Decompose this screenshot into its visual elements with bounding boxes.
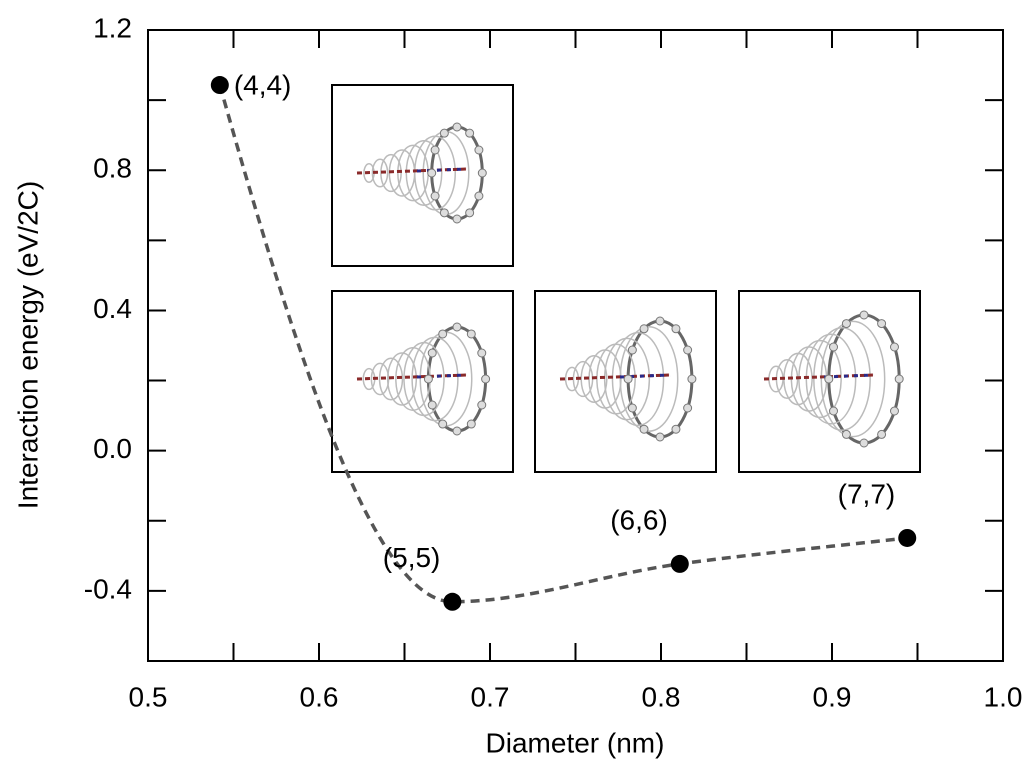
atom bbox=[453, 427, 461, 435]
atom bbox=[842, 430, 850, 438]
y-tick-label: 1.2 bbox=[93, 12, 132, 43]
atom bbox=[466, 209, 474, 217]
atom bbox=[640, 425, 648, 433]
atom bbox=[467, 330, 475, 338]
atom bbox=[672, 325, 680, 333]
atom bbox=[431, 146, 439, 154]
atom bbox=[628, 404, 636, 412]
y-tick-label: -0.4 bbox=[84, 573, 132, 604]
atom bbox=[466, 129, 474, 137]
point-label: (7,7) bbox=[838, 478, 896, 509]
atom bbox=[830, 343, 838, 351]
atom bbox=[428, 349, 436, 357]
atom bbox=[672, 425, 680, 433]
y-axis-label: Interaction energy (eV/2C) bbox=[12, 181, 43, 509]
atom bbox=[428, 401, 436, 409]
chart: Diameter (nm) Interaction energy (eV/2C)… bbox=[0, 0, 1032, 767]
point-label: (5,5) bbox=[383, 542, 441, 573]
atom bbox=[424, 375, 432, 383]
atom bbox=[890, 343, 898, 351]
atom bbox=[640, 325, 648, 333]
atom bbox=[467, 420, 475, 428]
atom bbox=[860, 311, 868, 319]
data-point bbox=[211, 76, 229, 94]
atom bbox=[431, 192, 439, 200]
atom bbox=[684, 346, 692, 354]
atom bbox=[482, 375, 490, 383]
atom bbox=[656, 317, 664, 325]
y-tick-label: 0.8 bbox=[93, 153, 132, 184]
data-point bbox=[898, 529, 916, 547]
atom bbox=[428, 169, 436, 177]
atom bbox=[478, 169, 486, 177]
x-tick-label: 0.5 bbox=[129, 681, 168, 712]
atom bbox=[478, 401, 486, 409]
point-label: (4,4) bbox=[234, 69, 292, 100]
x-tick-label: 0.6 bbox=[300, 681, 339, 712]
atom bbox=[475, 192, 483, 200]
data-point bbox=[443, 593, 461, 611]
atom bbox=[440, 209, 448, 217]
atom bbox=[656, 433, 664, 441]
atom bbox=[475, 146, 483, 154]
x-tick-label: 0.9 bbox=[813, 681, 852, 712]
atom bbox=[453, 323, 461, 331]
atom bbox=[628, 346, 636, 354]
atom bbox=[890, 407, 898, 415]
x-tick-label: 0.8 bbox=[642, 681, 681, 712]
atom bbox=[825, 375, 833, 383]
inset-images bbox=[332, 85, 920, 472]
atom bbox=[842, 320, 850, 328]
atom bbox=[478, 349, 486, 357]
x-tick-label: 1.0 bbox=[984, 681, 1023, 712]
point-label: (6,6) bbox=[610, 504, 668, 535]
atom bbox=[684, 404, 692, 412]
atom bbox=[878, 430, 886, 438]
atom bbox=[878, 320, 886, 328]
atom bbox=[440, 129, 448, 137]
atom bbox=[453, 123, 461, 131]
atom bbox=[860, 439, 868, 447]
atom bbox=[895, 375, 903, 383]
data-point bbox=[671, 555, 689, 573]
atom bbox=[453, 215, 461, 223]
x-axis-label: Diameter (nm) bbox=[486, 727, 665, 758]
atom bbox=[624, 375, 632, 383]
atom bbox=[830, 407, 838, 415]
atom bbox=[439, 420, 447, 428]
y-tick-label: 0.4 bbox=[93, 293, 132, 324]
y-tick-label: 0.0 bbox=[93, 433, 132, 464]
atom bbox=[439, 330, 447, 338]
x-tick-label: 0.7 bbox=[471, 681, 510, 712]
atom bbox=[688, 375, 696, 383]
